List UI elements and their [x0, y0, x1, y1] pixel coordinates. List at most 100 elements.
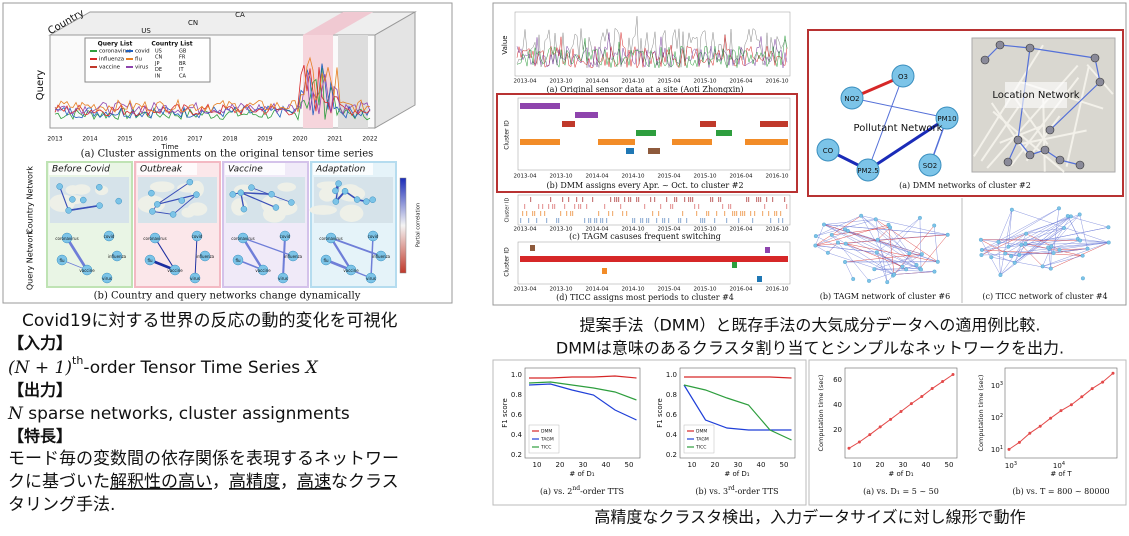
axis-label: Computation time (sec)	[977, 375, 985, 452]
tagm-stripe	[740, 211, 741, 216]
country-node	[170, 211, 176, 217]
time-point	[1091, 387, 1094, 390]
date-tick: 2016-04	[730, 287, 753, 293]
tagm-stripe	[574, 204, 575, 209]
tagm-stripe	[540, 211, 541, 216]
tagm-stripe	[664, 218, 665, 223]
country-node	[230, 191, 236, 197]
axis-label: Value	[501, 35, 509, 54]
hairball-node	[836, 241, 840, 245]
time-point	[1080, 395, 1083, 398]
hairball-edge	[1068, 216, 1109, 227]
hairball-node	[1049, 267, 1053, 271]
slide: CountryQueryTimeCACNUSQuery ListCountry …	[0, 0, 1129, 532]
time-point	[879, 425, 882, 428]
year-label: 2022	[362, 136, 377, 143]
cluster-segment	[520, 139, 560, 145]
cluster-segment	[716, 130, 732, 136]
query-node-label: coronavirus	[55, 236, 78, 241]
hairball-node	[843, 227, 847, 231]
tick-label: 102	[991, 413, 1003, 423]
tagm-stripe	[594, 218, 595, 223]
year-label: 2021	[327, 136, 342, 143]
tagm-stripe	[780, 211, 781, 216]
tagm-stripe	[534, 211, 535, 216]
cluster-segment	[745, 139, 788, 145]
date-tick: 2016-04	[730, 174, 753, 180]
hairball-node	[1024, 242, 1028, 246]
axis-label: # of D₁	[724, 470, 749, 478]
date-tick: 2013-04	[514, 227, 537, 233]
time-point	[1060, 409, 1063, 412]
feature-part: クに基づいた	[8, 472, 110, 492]
performance-text: 高精度なクラスタ検出，入力データサイズに対し線形で動作	[594, 508, 1025, 527]
hairball-edge	[815, 246, 876, 253]
tick-label: 103	[1005, 461, 1017, 471]
date-tick: 2013-04	[514, 287, 537, 293]
feature-part: ，	[280, 472, 297, 492]
hairball-node	[874, 218, 878, 222]
legend-item: DE	[155, 67, 162, 73]
map-land	[150, 181, 175, 192]
legend-title: Country List	[151, 41, 192, 48]
tagm-stripe	[560, 211, 561, 216]
map-land	[188, 202, 208, 215]
row-label: Country Network	[26, 166, 35, 234]
tagm-stripe	[758, 197, 759, 202]
tagm-stripe	[558, 218, 559, 223]
hairball-node	[814, 244, 818, 248]
axis-label: Query	[35, 70, 46, 100]
hairball-node	[892, 273, 896, 277]
tagm-stripe	[694, 204, 695, 209]
tick-label: 0.4	[511, 431, 523, 439]
query-node-label: coronavirus	[143, 236, 166, 241]
feature-part: 高速	[297, 472, 331, 492]
tagm-stripe	[744, 211, 745, 216]
query-node-label: covid	[104, 234, 115, 239]
time-point	[1112, 372, 1115, 375]
hairball-node	[1078, 213, 1082, 217]
hairball-node	[1107, 241, 1111, 245]
country-node	[370, 197, 376, 203]
legend-item: TAGM	[540, 437, 554, 443]
tagm-stripe	[608, 211, 609, 216]
ticc-segment	[765, 247, 770, 253]
cluster-segment	[520, 103, 560, 109]
location-node	[1046, 126, 1054, 134]
tagm-stripe	[656, 218, 657, 223]
tagm-stripe	[522, 211, 523, 216]
axis-label: # of D₁	[888, 470, 913, 478]
caption-part: (b) vs. 3	[695, 487, 728, 496]
cluster-segment	[626, 148, 634, 154]
tagm-stripe	[690, 197, 691, 202]
hairball-node	[1086, 247, 1090, 251]
tick-label: 0.2	[511, 451, 522, 459]
country-node	[241, 206, 247, 212]
date-tick: 2015-04	[658, 79, 681, 85]
tagm-stripe	[590, 218, 591, 223]
map-land	[66, 185, 80, 195]
tagm-stripe	[702, 218, 703, 223]
query-node-label: covid	[368, 234, 379, 239]
location-node	[1026, 44, 1034, 52]
caption-part: nd	[572, 485, 580, 492]
exponent: 4	[1062, 461, 1065, 467]
date-tick: 2014-04	[586, 174, 609, 180]
tagm-stripe	[760, 197, 761, 202]
tagm-stripe	[616, 197, 617, 202]
tagm-stripe	[704, 218, 705, 223]
feature-line: モード毎の変数間の依存関係を表現するネットワー	[8, 449, 399, 469]
feature-part: なクラス	[331, 472, 399, 492]
tagm-stripe	[548, 204, 549, 209]
tick-label: 0.8	[511, 391, 522, 399]
hairball-edge	[832, 235, 894, 275]
tagm-stripe	[708, 211, 709, 216]
text-part: th	[72, 354, 83, 367]
row-label: Query Network	[26, 230, 35, 291]
exponent: 1	[1000, 445, 1003, 451]
query-node-label: flu	[235, 258, 241, 263]
hairball-node	[1107, 225, 1111, 229]
hairball-node	[1007, 245, 1011, 249]
caption: (b) TAGM network of cluster #6	[820, 292, 950, 301]
tagm-stripe	[622, 211, 623, 216]
